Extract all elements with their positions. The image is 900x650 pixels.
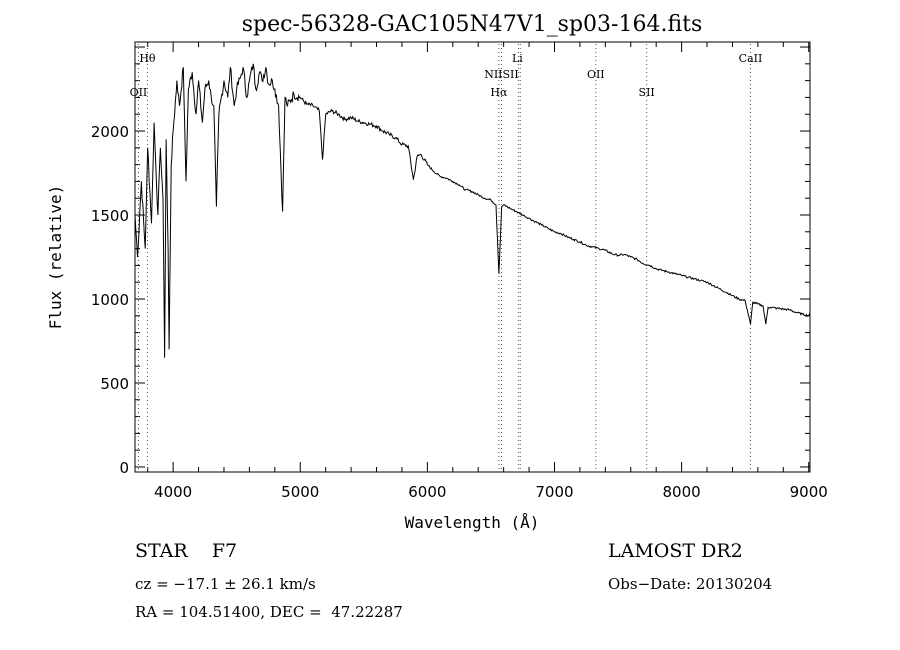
x-axis-label: Wavelength (Å) bbox=[405, 513, 540, 532]
x-tick-label: 4000 bbox=[154, 483, 192, 501]
y-tick-label: 0 bbox=[119, 459, 129, 477]
y-tick-label: 1500 bbox=[91, 207, 129, 225]
y-tick-label: 1000 bbox=[91, 291, 129, 309]
obs-date: Obs−Date: 20130204 bbox=[608, 575, 773, 593]
line-marker-label: Li bbox=[512, 52, 523, 65]
y-tick-label: 500 bbox=[100, 375, 129, 393]
plot-frame bbox=[134, 41, 811, 473]
line-marker-label: NIISII bbox=[484, 68, 519, 81]
chart-title: spec-56328-GAC105N47V1_sp03-164.fits bbox=[242, 12, 703, 37]
spectrum-line bbox=[134, 63, 811, 358]
x-tick-label: 6000 bbox=[408, 483, 446, 501]
line-marker-label: Hθ bbox=[139, 52, 156, 65]
x-tick-label: 9000 bbox=[790, 483, 828, 501]
y-tick-label: 2000 bbox=[91, 123, 129, 141]
survey-name: LAMOST DR2 bbox=[608, 540, 743, 562]
x-tick-label: 7000 bbox=[535, 483, 573, 501]
line-marker-label: OII bbox=[130, 86, 148, 99]
line-marker-label: Hα bbox=[490, 86, 508, 99]
redshift-cz: cz = −17.1 ± 26.1 km/s bbox=[135, 575, 316, 593]
y-axis-label: Flux (relative) bbox=[46, 185, 65, 330]
line-marker-label: SII bbox=[639, 86, 655, 99]
x-tick-label: 5000 bbox=[281, 483, 319, 501]
line-marker-label: CaII bbox=[739, 52, 763, 65]
object-class: STAR F7 bbox=[135, 540, 238, 562]
line-marker-label: OII bbox=[587, 68, 605, 81]
x-tick-label: 8000 bbox=[663, 483, 701, 501]
coordinates: RA = 104.51400, DEC = 47.22287 bbox=[135, 603, 403, 621]
